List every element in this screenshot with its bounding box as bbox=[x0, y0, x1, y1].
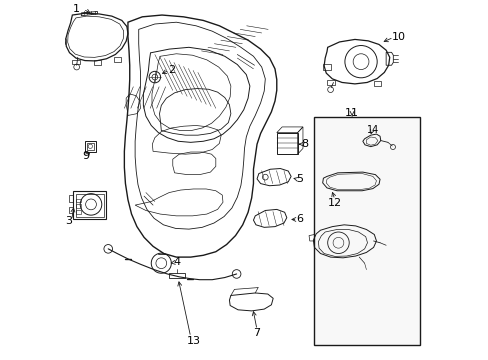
Bar bbox=[113, 57, 121, 62]
Text: 1: 1 bbox=[72, 4, 79, 14]
Text: 10: 10 bbox=[391, 32, 405, 41]
Text: 11: 11 bbox=[345, 108, 358, 118]
Text: 6: 6 bbox=[296, 215, 303, 224]
Bar bbox=[169, 273, 185, 278]
Text: 4: 4 bbox=[173, 257, 180, 267]
Bar bbox=[314, 117, 419, 345]
Text: 2: 2 bbox=[168, 64, 175, 75]
Text: 12: 12 bbox=[327, 198, 341, 208]
Bar bbox=[76, 199, 81, 202]
Text: 8: 8 bbox=[301, 139, 307, 149]
Bar bbox=[323, 64, 330, 69]
Text: 9: 9 bbox=[82, 150, 89, 161]
Bar bbox=[276, 133, 297, 154]
Text: 13: 13 bbox=[186, 336, 200, 346]
Text: 14: 14 bbox=[366, 125, 378, 135]
Text: 7: 7 bbox=[253, 328, 260, 338]
Bar bbox=[373, 81, 381, 86]
Bar bbox=[326, 80, 334, 85]
Bar bbox=[72, 60, 80, 64]
Text: 3: 3 bbox=[65, 216, 72, 226]
Bar bbox=[76, 204, 81, 208]
Bar bbox=[94, 60, 101, 64]
Bar bbox=[76, 210, 81, 214]
Text: 5: 5 bbox=[296, 174, 303, 184]
